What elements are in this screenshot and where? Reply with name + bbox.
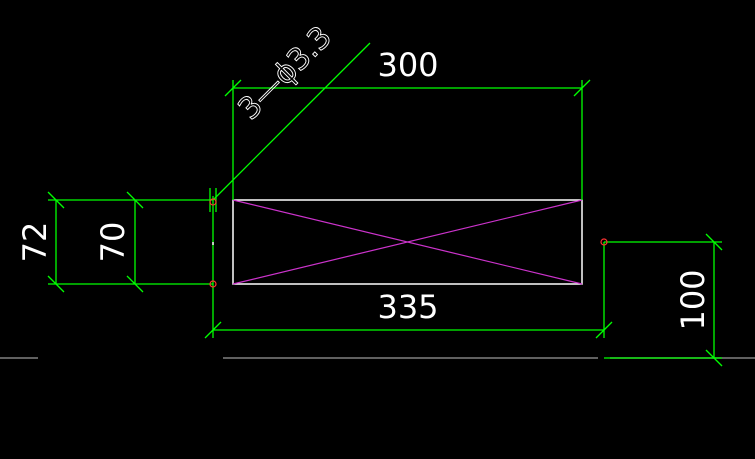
dim-width-bottom: 335 [377,288,438,326]
part-outline [232,199,583,285]
dimension-lines [47,42,723,367]
dim-height-outer: 72 [16,222,54,263]
dim-height-inner: 70 [94,222,132,263]
cross-lines [232,199,583,285]
dim-width-top: 300 [377,46,438,84]
hole-markers [209,198,608,288]
dim-offset-right: 100 [674,269,712,330]
hole-callout-text: 3—ϕ3.3 [232,20,339,127]
